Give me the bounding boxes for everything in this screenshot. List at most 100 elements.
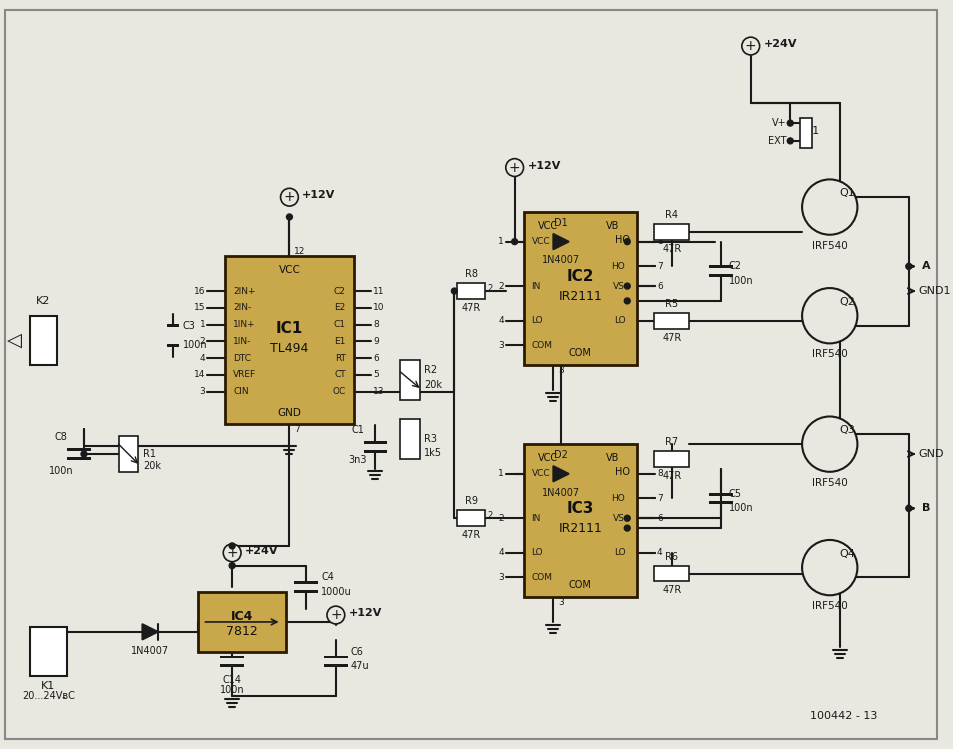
Circle shape [223, 544, 241, 562]
Bar [708, 274, 732, 277]
Circle shape [623, 283, 630, 289]
Text: 1IN+: 1IN+ [233, 320, 255, 329]
Text: 9: 9 [373, 337, 378, 346]
Text: 3: 3 [497, 573, 503, 582]
Text: K2: K2 [36, 296, 51, 306]
Text: 100442 - 13: 100442 - 13 [809, 711, 877, 721]
Text: LO: LO [613, 316, 624, 325]
Bar [225, 256, 354, 425]
Bar [399, 419, 419, 459]
Text: CIN: CIN [233, 387, 249, 396]
Text: 2: 2 [199, 337, 205, 346]
Text: 2: 2 [486, 284, 492, 293]
Bar [653, 313, 689, 329]
Bar [523, 212, 637, 365]
Polygon shape [142, 624, 158, 640]
Text: VCC: VCC [278, 265, 300, 276]
Circle shape [81, 451, 87, 457]
Bar [653, 451, 689, 467]
Text: K1: K1 [41, 681, 55, 691]
Bar [220, 655, 244, 658]
Text: C1: C1 [334, 320, 345, 329]
Text: 1k5: 1k5 [423, 448, 441, 458]
Text: C2: C2 [728, 261, 741, 271]
Text: 6: 6 [657, 514, 662, 523]
Text: LO: LO [613, 548, 624, 557]
Text: GND1: GND1 [918, 286, 950, 296]
Text: VB: VB [605, 221, 618, 231]
Text: 4: 4 [657, 316, 661, 325]
Text: 100n: 100n [219, 685, 244, 695]
Text: R4: R4 [664, 210, 678, 220]
Text: 47R: 47R [661, 333, 680, 342]
Circle shape [623, 298, 630, 304]
Bar [456, 510, 484, 526]
Text: R5: R5 [664, 299, 678, 309]
Text: C6: C6 [351, 646, 363, 657]
Text: +12V: +12V [527, 160, 560, 171]
Bar [118, 436, 138, 472]
Text: 11: 11 [373, 287, 384, 296]
Text: 7: 7 [294, 425, 300, 434]
Circle shape [327, 606, 344, 624]
Text: Q3: Q3 [839, 425, 855, 435]
Text: R8: R8 [464, 269, 477, 279]
Text: COM: COM [568, 580, 591, 590]
Circle shape [623, 515, 630, 521]
Text: C2: C2 [334, 287, 345, 296]
Text: +: + [283, 190, 294, 204]
Text: D1: D1 [554, 218, 567, 228]
Polygon shape [553, 466, 568, 482]
Text: 47R: 47R [661, 586, 680, 595]
Text: COM: COM [531, 341, 552, 350]
Text: VS: VS [613, 514, 624, 523]
Text: IN: IN [531, 282, 540, 291]
Text: C8: C8 [54, 432, 68, 442]
Text: IR2111: IR2111 [558, 522, 601, 535]
Text: VCC: VCC [531, 470, 550, 479]
Text: 15: 15 [193, 303, 205, 312]
Text: C1: C1 [351, 425, 364, 435]
Text: VCC: VCC [537, 221, 558, 231]
Text: IC1: IC1 [275, 321, 303, 336]
Text: 1IN-: 1IN- [233, 337, 252, 346]
Text: 1: 1 [497, 237, 503, 246]
Text: ◁: ◁ [8, 331, 22, 350]
Text: 16: 16 [193, 287, 205, 296]
Text: 3: 3 [558, 598, 563, 607]
Circle shape [229, 543, 234, 549]
Bar [167, 345, 178, 348]
Text: 14: 14 [193, 371, 205, 380]
Text: VREF: VREF [233, 371, 256, 380]
Circle shape [904, 506, 911, 512]
Circle shape [801, 540, 857, 595]
Text: +: + [508, 160, 520, 175]
Text: HO: HO [614, 234, 629, 245]
Circle shape [511, 239, 517, 245]
Text: 3: 3 [558, 366, 563, 374]
Circle shape [451, 288, 456, 294]
Text: C14: C14 [222, 676, 241, 685]
Text: 7812: 7812 [226, 625, 257, 638]
Text: EXT: EXT [767, 136, 785, 146]
Bar [67, 457, 91, 460]
Text: +24V: +24V [762, 39, 797, 49]
Circle shape [786, 120, 792, 126]
Text: R9: R9 [464, 497, 477, 506]
Text: LO: LO [531, 548, 542, 557]
Text: 7: 7 [657, 262, 662, 271]
Text: E2: E2 [335, 303, 345, 312]
Text: 1: 1 [497, 470, 503, 479]
Text: VCC: VCC [531, 237, 550, 246]
Text: 100n: 100n [728, 276, 753, 286]
Text: 100n: 100n [183, 340, 207, 351]
Text: TL494: TL494 [270, 342, 308, 355]
Text: IC2: IC2 [566, 269, 594, 284]
Bar [67, 448, 91, 451]
Text: C5: C5 [728, 488, 741, 499]
Text: 1: 1 [199, 320, 205, 329]
Polygon shape [553, 234, 568, 249]
Text: 2: 2 [486, 511, 492, 520]
Text: VCC: VCC [537, 453, 558, 463]
Text: 3n3: 3n3 [348, 455, 367, 465]
